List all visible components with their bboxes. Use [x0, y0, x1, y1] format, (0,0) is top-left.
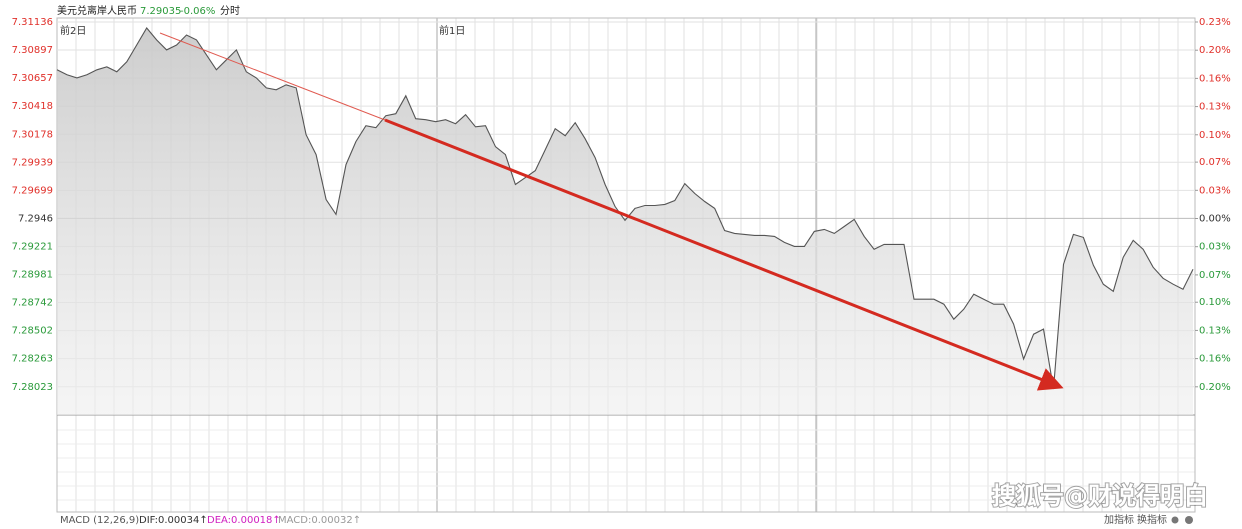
indicator-name: MACD (12,26,9) — [60, 515, 139, 525]
price: 7.29035 — [140, 6, 181, 17]
y2-tick-label: 0.20% — [1199, 45, 1231, 56]
indicator-dea: DEA:0.00018↑ — [207, 515, 281, 525]
y-tick-label: 7.28502 — [12, 326, 53, 337]
y2-tick-label: 0.10% — [1199, 130, 1231, 141]
y-tick-label: 7.29699 — [12, 185, 53, 196]
y-tick-label: 7.31136 — [12, 17, 53, 28]
change: -0.06% — [180, 6, 215, 17]
y-tick-label: 7.28263 — [12, 354, 53, 365]
price-line — [56, 27, 1194, 390]
close-icon[interactable] — [1185, 516, 1193, 524]
y-tick-label: 7.28742 — [12, 298, 53, 309]
y-tick-label: 7.28023 — [12, 382, 53, 393]
mode: 分时 — [220, 5, 240, 17]
y-tick-label: 7.28981 — [12, 270, 53, 281]
y2-tick-label: 0.03% — [1199, 185, 1231, 196]
indicator-dif: DIF:0.00034↑ — [139, 515, 208, 525]
y2-tick-label: 0.16% — [1199, 354, 1231, 365]
button[interactable]: 加指标 — [1104, 513, 1134, 526]
settings-icon[interactable] — [1171, 516, 1179, 524]
y2-tick-label: 0.20% — [1199, 382, 1231, 393]
title: 美元兑离岸人民币 — [57, 4, 137, 17]
y2-tick-label: 0.07% — [1199, 157, 1231, 168]
button[interactable]: 换指标 — [1137, 513, 1167, 526]
y-tick-label: 7.30418 — [12, 101, 53, 112]
y2-tick-label: 0.07% — [1199, 270, 1231, 281]
y2-tick-label: 0.03% — [1199, 242, 1231, 253]
y2-tick-label: 0.00% — [1199, 214, 1231, 225]
session-label: 前2日 — [60, 24, 86, 37]
trend-arrow-thin — [159, 32, 386, 121]
trend-arrow — [384, 118, 1064, 391]
y2-tick-label: 0.10% — [1199, 297, 1231, 308]
y2-tick-label: 0.13% — [1199, 102, 1231, 113]
area — [57, 28, 1193, 415]
y-tick-label: 7.29939 — [12, 157, 53, 168]
y-tick-label: 7.29221 — [12, 241, 53, 252]
y2-tick-label: 0.23% — [1199, 17, 1231, 28]
watermark: 搜狐号@财说得明白 — [992, 482, 1208, 510]
y-tick-label: 7.30897 — [12, 45, 53, 56]
indicator-macd: MACD:0.00032↑ — [278, 515, 361, 525]
y-tick-label: 7.30178 — [12, 129, 53, 140]
y2-tick-label: 0.16% — [1199, 73, 1231, 84]
y2-tick-label: 0.13% — [1199, 325, 1231, 336]
session-label: 前1日 — [439, 24, 465, 37]
y-tick-label: 7.2946 — [18, 213, 53, 224]
y-tick-label: 7.30657 — [12, 73, 53, 84]
